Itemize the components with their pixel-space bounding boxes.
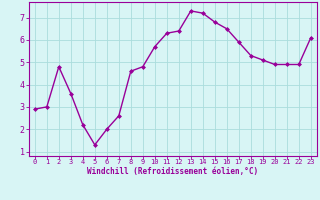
X-axis label: Windchill (Refroidissement éolien,°C): Windchill (Refroidissement éolien,°C) <box>87 167 258 176</box>
